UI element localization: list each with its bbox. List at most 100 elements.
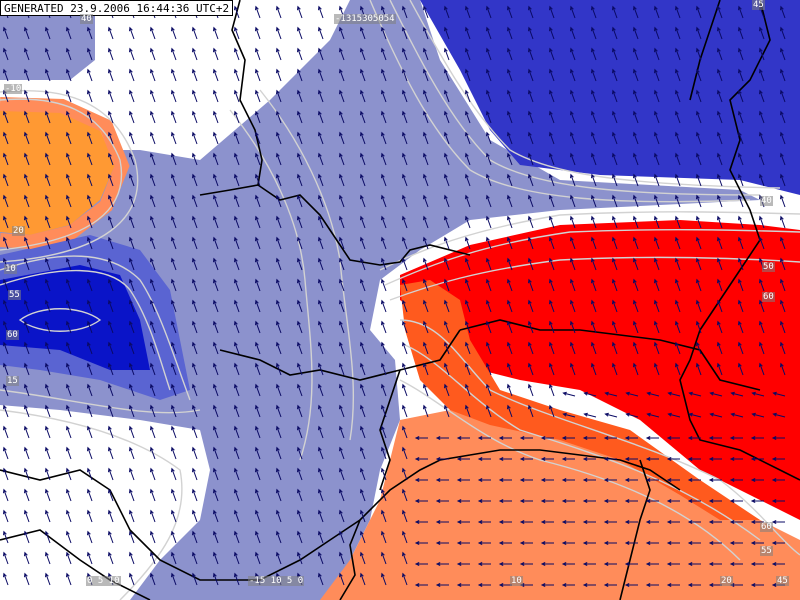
wind-arrow <box>528 342 534 355</box>
wind-arrowhead <box>129 278 133 284</box>
wind-arrow <box>255 321 261 334</box>
wind-arrow <box>549 111 555 124</box>
wind-arrowhead <box>297 89 301 95</box>
wind-arrowhead <box>381 131 385 137</box>
wind-arrow <box>45 384 51 397</box>
wind-arrow <box>234 468 240 481</box>
wind-arrow <box>150 342 156 355</box>
wind-arrowhead <box>192 68 196 74</box>
wind-arrowhead <box>696 362 700 368</box>
wind-arrowhead <box>255 89 259 95</box>
wind-arrow <box>584 413 597 418</box>
wind-arrow <box>675 111 681 124</box>
wind-arrowhead <box>87 236 91 242</box>
wind-arrow <box>360 27 366 40</box>
wind-arrow <box>738 69 744 82</box>
wind-arrow <box>717 153 723 166</box>
wind-arrow <box>612 174 618 187</box>
wind-arrow <box>45 90 51 103</box>
wind-arrowhead <box>423 320 427 326</box>
wind-arrowhead <box>276 194 280 200</box>
wind-arrowhead <box>129 446 133 452</box>
wind-arrow <box>129 426 135 439</box>
wind-arrow <box>633 342 639 355</box>
wind-arrowhead <box>633 362 637 368</box>
wind-arrowhead <box>633 68 637 74</box>
wind-arrowhead <box>129 404 133 410</box>
wind-arrowhead <box>772 391 777 396</box>
wind-arrow <box>696 342 702 355</box>
wind-arrowhead <box>591 320 595 326</box>
wind-arrow <box>738 279 744 292</box>
wind-arrowhead <box>339 131 343 137</box>
wind-arrow <box>381 321 387 334</box>
wind-arrowhead <box>780 26 784 32</box>
wind-arrow <box>24 111 30 124</box>
wind-arrowhead <box>519 520 525 524</box>
wind-arrow <box>150 552 156 565</box>
wind-arrowhead <box>297 173 301 179</box>
wind-arrowhead <box>624 562 630 566</box>
wind-arrowhead <box>402 194 406 200</box>
wind-arrow <box>129 363 135 376</box>
wind-arrowhead <box>465 110 469 116</box>
wind-arrowhead <box>498 499 504 503</box>
wind-arrowhead <box>708 499 714 503</box>
wind-arrowhead <box>66 341 70 347</box>
wind-arrow <box>297 384 303 397</box>
wind-arrowhead <box>381 5 385 11</box>
wind-arrow <box>213 489 219 502</box>
wind-arrowhead <box>540 457 546 461</box>
wind-arrow <box>108 447 114 460</box>
wind-arrow <box>213 426 219 439</box>
wind-arrowhead <box>549 236 553 242</box>
wind-arrowhead <box>738 341 742 347</box>
wind-arrow <box>108 153 114 166</box>
wind-arrow <box>129 258 135 271</box>
wind-arrowhead <box>255 278 259 284</box>
wind-arrowhead <box>486 341 490 347</box>
wind-arrow <box>108 405 114 418</box>
wind-arrowhead <box>687 583 693 587</box>
wind-arrowhead <box>675 47 679 53</box>
wind-arrow <box>66 342 72 355</box>
wind-arrowhead <box>129 320 133 326</box>
wind-arrow <box>759 237 765 250</box>
wind-arrowhead <box>591 89 595 95</box>
wind-arrowhead <box>780 110 784 116</box>
wind-arrowhead <box>45 551 49 557</box>
wind-arrowhead <box>465 341 469 347</box>
wind-arrow <box>318 552 324 565</box>
wind-arrowhead <box>213 467 217 473</box>
wind-arrowhead <box>519 457 525 461</box>
wind-arrow <box>738 153 744 166</box>
wind-arrowhead <box>129 89 133 95</box>
wind-arrow <box>192 174 198 187</box>
wind-arrowhead <box>276 257 280 263</box>
wind-arrowhead <box>696 131 700 137</box>
wind-arrow <box>150 132 156 145</box>
wind-arrowhead <box>150 131 154 137</box>
wind-arrow <box>381 258 387 271</box>
wind-arrowhead <box>465 68 469 74</box>
wind-arrow <box>234 48 240 61</box>
wind-arrow <box>87 447 93 460</box>
wind-arrowhead <box>24 446 28 452</box>
wind-arrow <box>612 132 618 145</box>
wind-arrowhead <box>750 457 756 461</box>
wind-arrowhead <box>507 5 511 11</box>
wind-arrow <box>528 174 534 187</box>
wind-arrowhead <box>444 26 448 32</box>
wind-arrowhead <box>234 89 238 95</box>
wind-arrow <box>423 237 429 250</box>
wind-arrowhead <box>213 488 217 494</box>
wind-arrowhead <box>297 5 301 11</box>
wind-arrow <box>360 300 366 313</box>
wind-arrowhead <box>688 412 693 417</box>
wind-arrow <box>108 342 114 355</box>
wind-arrowhead <box>87 509 91 515</box>
wind-arrowhead <box>129 383 133 389</box>
wind-arrowhead <box>360 215 364 221</box>
wind-arrowhead <box>645 457 651 461</box>
wind-arrowhead <box>213 257 217 263</box>
